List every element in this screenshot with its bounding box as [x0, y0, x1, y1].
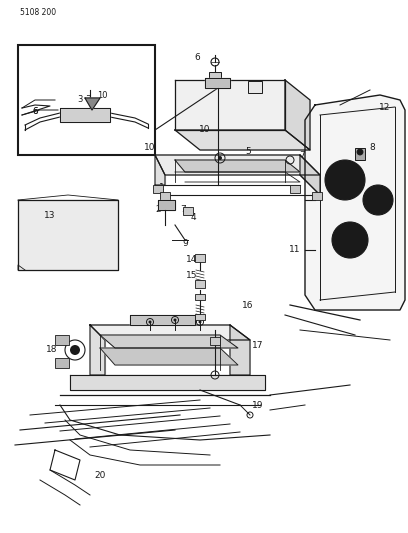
Bar — [195, 280, 205, 288]
Bar — [312, 192, 322, 200]
Polygon shape — [90, 325, 250, 340]
Bar — [195, 294, 205, 300]
Circle shape — [149, 320, 151, 324]
Bar — [55, 358, 69, 368]
Polygon shape — [60, 108, 110, 122]
Polygon shape — [90, 325, 105, 375]
Text: 13: 13 — [44, 211, 56, 220]
Circle shape — [357, 149, 363, 155]
Text: 6: 6 — [32, 108, 38, 117]
Bar — [248, 81, 262, 93]
Text: 1: 1 — [159, 183, 165, 192]
Text: 11: 11 — [289, 246, 301, 254]
Text: 14: 14 — [186, 255, 198, 264]
Polygon shape — [175, 80, 285, 130]
Polygon shape — [285, 80, 310, 150]
Circle shape — [371, 193, 385, 207]
Bar — [160, 192, 170, 200]
Polygon shape — [70, 375, 265, 390]
Polygon shape — [100, 335, 238, 348]
Polygon shape — [18, 200, 118, 270]
Text: 16: 16 — [242, 301, 254, 310]
Polygon shape — [155, 155, 320, 175]
Text: 3: 3 — [77, 95, 83, 104]
Bar — [183, 207, 193, 215]
Text: 3: 3 — [85, 95, 91, 104]
Bar — [209, 72, 221, 78]
Text: 10: 10 — [199, 125, 211, 134]
Polygon shape — [230, 325, 250, 375]
Bar — [355, 148, 365, 160]
Text: 12: 12 — [379, 103, 391, 112]
Text: 10: 10 — [144, 143, 156, 152]
Circle shape — [199, 320, 202, 324]
Text: 19: 19 — [252, 400, 264, 409]
Polygon shape — [300, 155, 320, 195]
Text: 7: 7 — [180, 206, 186, 214]
Text: 5108 200: 5108 200 — [20, 8, 56, 17]
Circle shape — [325, 160, 365, 200]
Circle shape — [173, 319, 177, 321]
Polygon shape — [130, 315, 195, 325]
Polygon shape — [158, 200, 175, 210]
Bar — [290, 185, 300, 193]
Polygon shape — [155, 155, 165, 185]
Text: 7: 7 — [299, 150, 305, 159]
Circle shape — [218, 156, 222, 160]
Text: 8: 8 — [369, 143, 375, 152]
Text: 2: 2 — [155, 206, 161, 214]
Polygon shape — [100, 348, 238, 365]
Circle shape — [341, 231, 359, 249]
Bar — [210, 337, 220, 345]
Text: 5: 5 — [245, 148, 251, 157]
Text: 20: 20 — [94, 471, 106, 480]
Polygon shape — [205, 78, 230, 88]
Polygon shape — [175, 130, 310, 150]
Text: 10: 10 — [97, 91, 107, 100]
Bar — [195, 254, 205, 262]
Polygon shape — [85, 98, 100, 110]
Bar — [195, 314, 205, 320]
Polygon shape — [175, 160, 300, 172]
Bar — [18, 45, 155, 155]
Text: 4: 4 — [190, 214, 196, 222]
Bar — [55, 335, 69, 345]
Circle shape — [332, 222, 368, 258]
Circle shape — [363, 185, 393, 215]
Text: 3: 3 — [212, 77, 218, 86]
Circle shape — [70, 345, 80, 355]
Text: 6: 6 — [32, 108, 38, 117]
Bar — [153, 185, 163, 193]
Polygon shape — [305, 95, 405, 310]
Text: 17: 17 — [252, 341, 264, 350]
Text: 6: 6 — [194, 52, 200, 61]
Text: 9: 9 — [182, 238, 188, 247]
Text: 15: 15 — [186, 271, 198, 279]
Circle shape — [335, 170, 355, 190]
Text: 18: 18 — [46, 345, 58, 354]
